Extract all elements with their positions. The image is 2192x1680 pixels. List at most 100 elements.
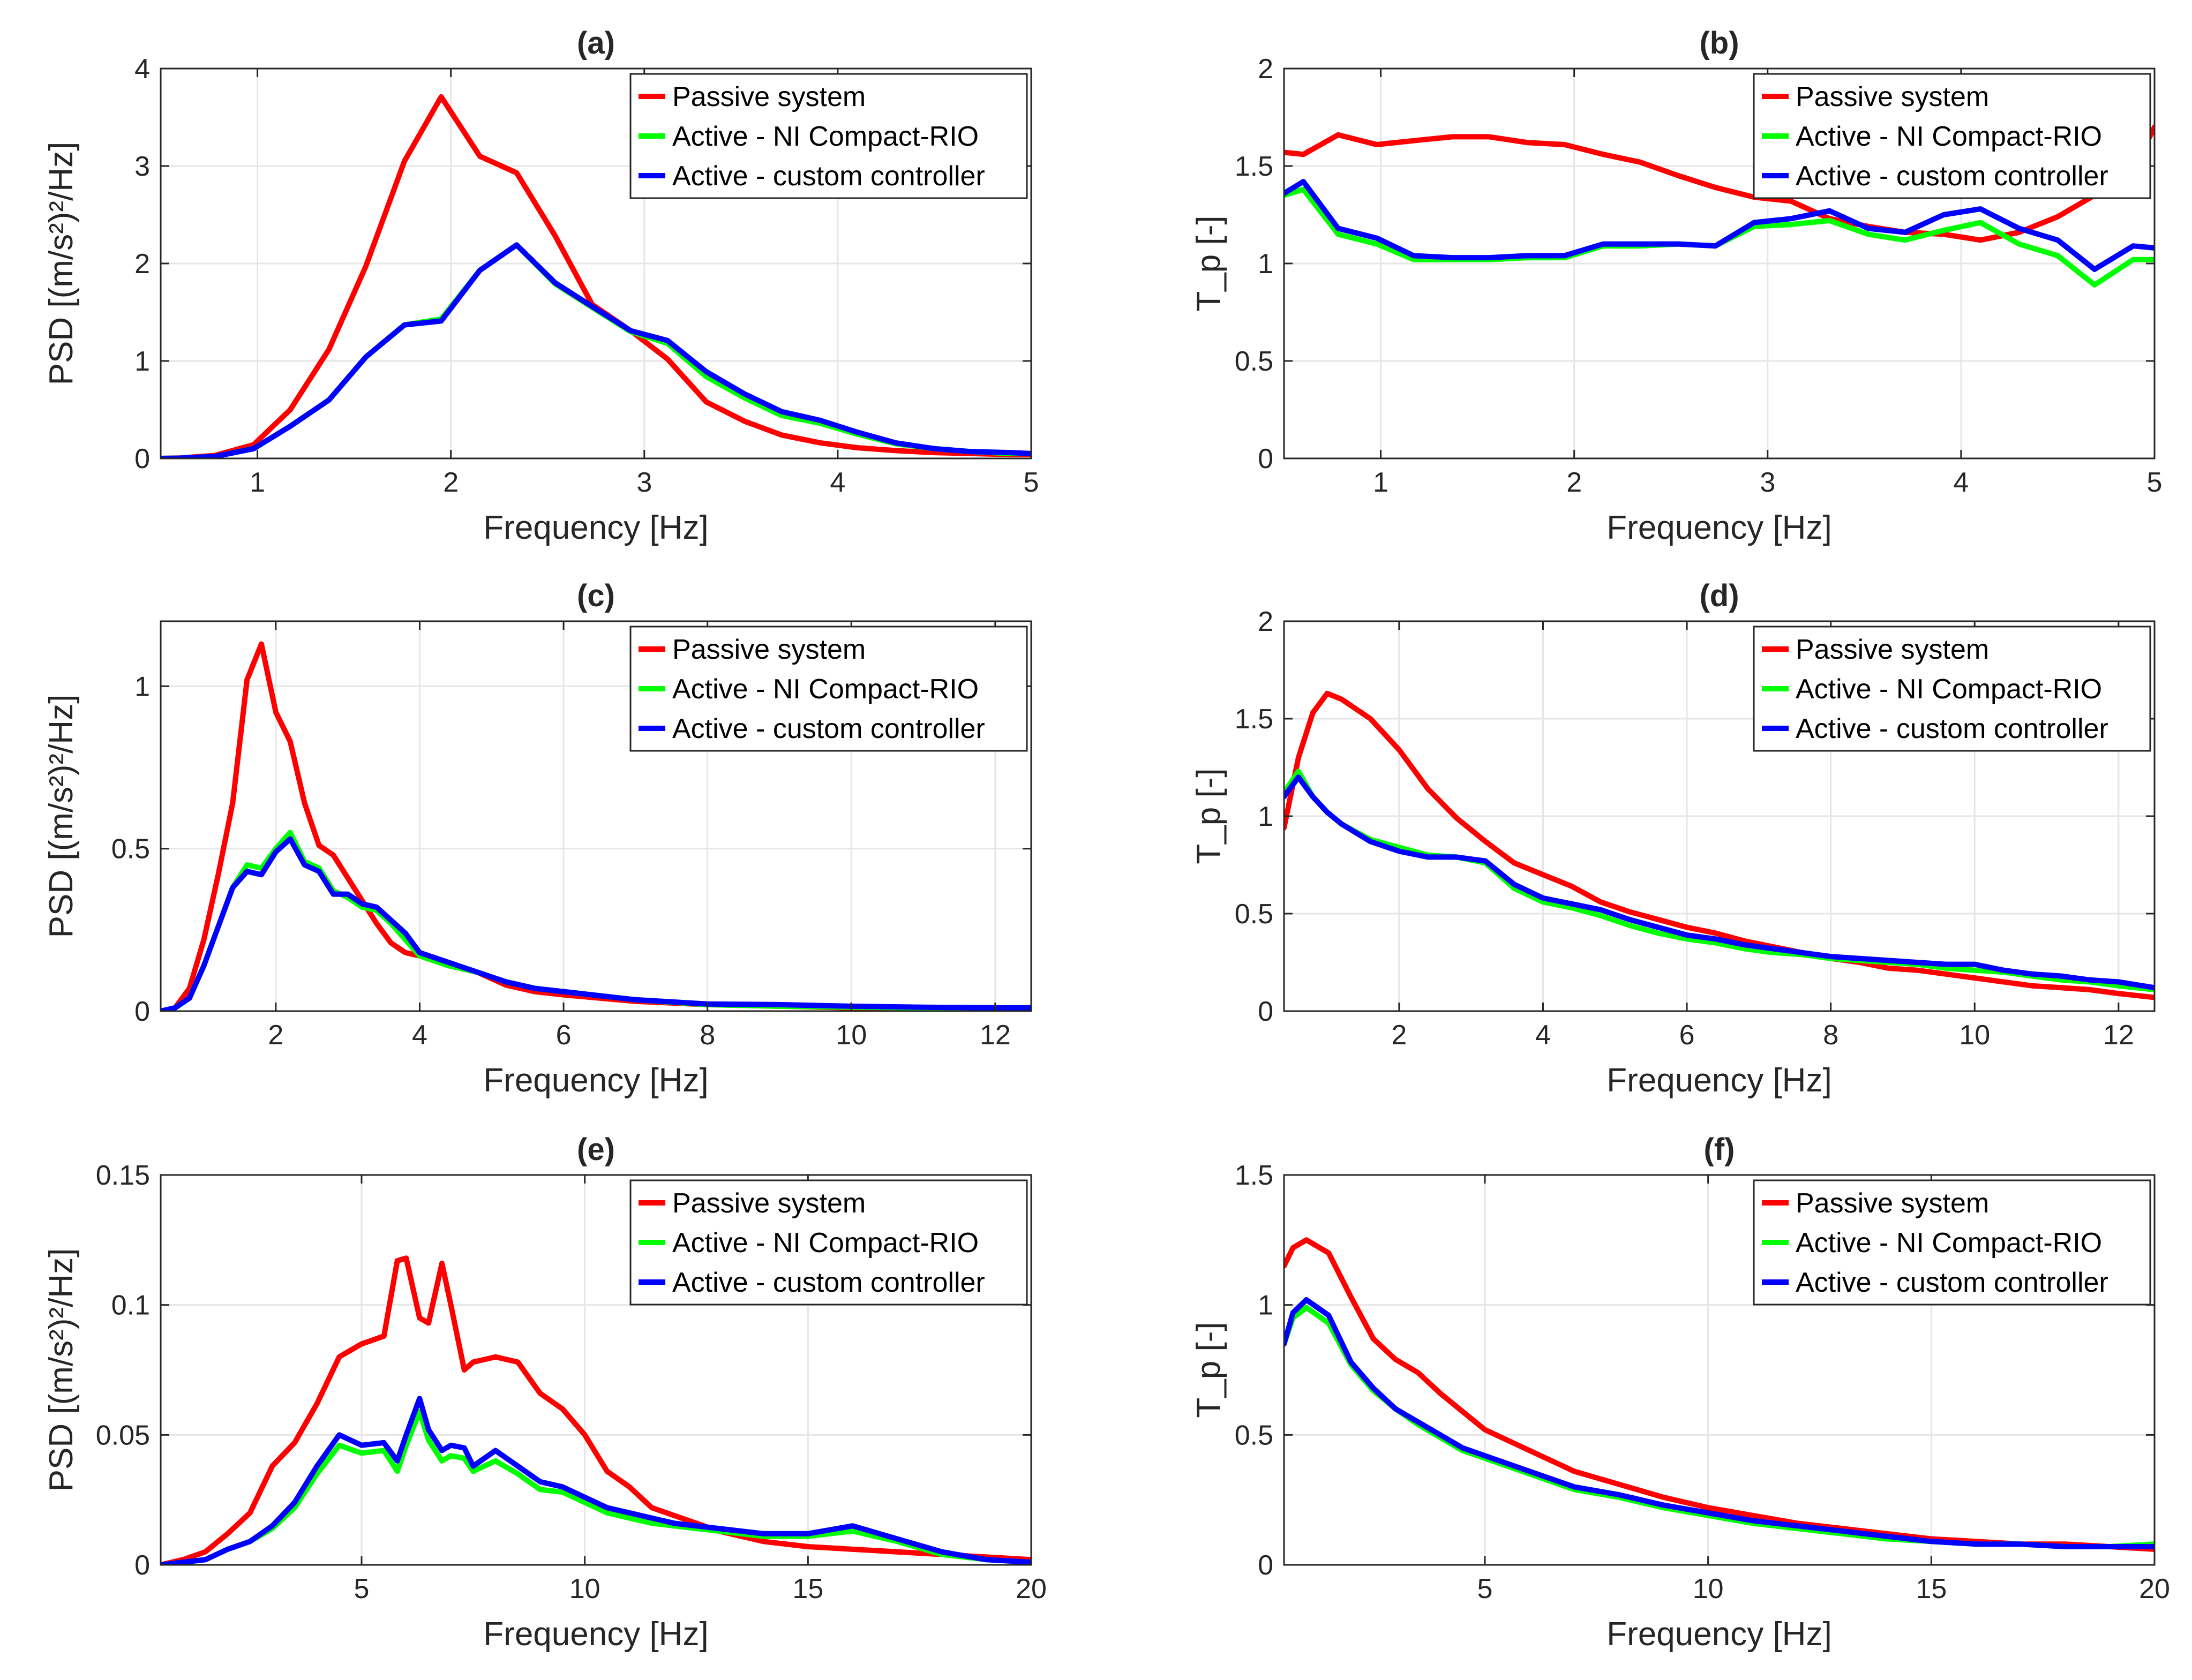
- legend-label: Active - NI Compact-RIO: [1796, 674, 2102, 705]
- legend-label: Passive system: [1796, 1188, 1989, 1219]
- x-axis-label: Frequency [Hz]: [483, 1616, 708, 1653]
- x-tick-label: 1: [1373, 467, 1388, 498]
- series-line-custom: [1284, 179, 2155, 272]
- legend: Passive system Active - NI Compact-RIO Act…: [1753, 1179, 2151, 1306]
- chart-title: (e): [577, 1132, 615, 1167]
- y-axis-label: T_p [-]: [1190, 215, 1227, 311]
- series-group: [1284, 690, 2155, 1000]
- legend-box: [629, 626, 1028, 752]
- x-tick-label: 15: [792, 1573, 823, 1604]
- y-tick-label: 0: [1258, 443, 1273, 474]
- x-tick-label: 8: [1823, 1020, 1838, 1051]
- legend: Passive system Active - NI Compact-RIO Act…: [629, 1179, 1028, 1306]
- chart-panel-f: 5 10 15 20 0 0.5 1 1.5 (f) Frequency [Hz] T_p [-] P…: [1190, 1132, 2170, 1653]
- y-tick-label: 1: [134, 671, 150, 702]
- x-axis-label: Frequency [Hz]: [483, 1062, 708, 1099]
- chart-title: (f): [1704, 1132, 1735, 1167]
- y-tick-label: 0.1: [111, 1290, 150, 1321]
- legend-label: Active - custom controller: [1796, 161, 2108, 192]
- legend-label: Active - custom controller: [1796, 1267, 2108, 1298]
- x-tick-label: 4: [412, 1020, 427, 1051]
- legend-label: Active - custom controller: [672, 161, 985, 192]
- legend-label: Active - custom controller: [672, 1267, 985, 1298]
- x-tick-label: 10: [1959, 1020, 1990, 1051]
- legend-label: Active - NI Compact-RIO: [672, 674, 979, 705]
- x-tick-label: 2: [268, 1020, 283, 1051]
- legend-label: Active - NI Compact-RIO: [672, 121, 979, 152]
- x-tick-label: 2: [1566, 467, 1582, 498]
- series-line-passive: [1284, 124, 2155, 243]
- legend-label: Passive system: [672, 634, 866, 665]
- y-tick-label: 1.5: [1235, 704, 1273, 735]
- x-tick-label: 5: [2147, 467, 2163, 498]
- y-tick-label: 1.5: [1235, 1160, 1273, 1191]
- chart-panel-b: 1 2 3 4 5 0 0.5 1 1.5 2 (b) Frequency [Hz] T_p [-] Pa…: [1190, 26, 2162, 546]
- series-group: [1284, 124, 2155, 288]
- legend-box: [1753, 73, 2151, 199]
- series-group: [161, 94, 1031, 458]
- legend-box: [629, 73, 1028, 199]
- x-tick-label: 4: [1953, 467, 1969, 498]
- y-axis-label: PSD [(m/s²)²/Hz]: [43, 1248, 80, 1492]
- y-axis-label: PSD [(m/s²)²/Hz]: [43, 695, 80, 938]
- y-tick-label: 0: [1258, 1550, 1273, 1581]
- y-tick-label: 3: [134, 151, 150, 182]
- x-tick-label: 2: [1391, 1020, 1407, 1051]
- x-tick-label: 3: [636, 467, 652, 498]
- y-tick-label: 1: [1258, 801, 1273, 832]
- legend: Passive system Active - NI Compact-RIO Act…: [629, 73, 1028, 199]
- chart-title: (a): [577, 26, 615, 61]
- legend: Passive system Active - NI Compact-RIO Act…: [629, 626, 1028, 752]
- x-tick-label: 4: [1535, 1020, 1551, 1051]
- legend-label: Active - NI Compact-RIO: [672, 1227, 979, 1259]
- legend: Passive system Active - NI Compact-RIO Act…: [1753, 73, 2151, 199]
- x-tick-label: 6: [556, 1020, 572, 1051]
- legend-label: Active - NI Compact-RIO: [1796, 121, 2102, 152]
- y-tick-label: 0: [134, 1550, 150, 1581]
- legend-label: Passive system: [672, 81, 866, 112]
- legend-label: Active - custom controller: [1796, 713, 2108, 744]
- y-tick-label: 1: [1258, 248, 1273, 280]
- x-tick-label: 10: [569, 1573, 600, 1604]
- x-tick-label: 10: [836, 1020, 867, 1051]
- y-tick-label: 2: [134, 248, 150, 280]
- y-tick-label: 0.5: [111, 834, 150, 865]
- legend-label: Passive system: [1796, 81, 1989, 112]
- y-tick-label: 1: [134, 346, 150, 377]
- y-tick-label: 0.5: [1235, 899, 1273, 930]
- x-tick-label: 3: [1760, 467, 1775, 498]
- legend-label: Passive system: [672, 1188, 866, 1219]
- x-tick-label: 8: [700, 1020, 715, 1051]
- y-tick-label: 0: [134, 443, 150, 474]
- y-tick-label: 2: [1258, 606, 1273, 637]
- chart-title: (c): [577, 578, 615, 613]
- y-tick-label: 0.15: [96, 1160, 150, 1191]
- y-axis-label: PSD [(m/s²)²/Hz]: [43, 142, 80, 386]
- y-tick-label: 1: [1258, 1290, 1273, 1321]
- chart-title: (d): [1699, 578, 1739, 613]
- y-tick-label: 0.05: [96, 1420, 150, 1451]
- series-group: [1284, 1237, 2155, 1552]
- axes-frame: [160, 1174, 1032, 1566]
- y-axis-label: T_p [-]: [1190, 768, 1227, 864]
- series-line-custom: [1284, 774, 2155, 991]
- x-tick-label: 5: [1024, 467, 1039, 498]
- legend-label: Active - NI Compact-RIO: [1796, 1227, 2102, 1259]
- y-axis-label: T_p [-]: [1190, 1322, 1227, 1418]
- x-tick-label: 5: [354, 1573, 370, 1604]
- x-tick-label: 20: [2139, 1573, 2170, 1604]
- chart-panel-c: 2 4 6 8 10 12 0 0.5 1 (c) Frequency [Hz] PSD [(m/s²…: [43, 578, 1032, 1099]
- legend-label: Passive system: [1796, 634, 1989, 665]
- x-axis-label: Frequency [Hz]: [1607, 509, 1831, 546]
- x-tick-label: 15: [1916, 1573, 1947, 1604]
- legend: Passive system Active - NI Compact-RIO Act…: [1753, 626, 2151, 752]
- x-tick-label: 10: [1693, 1573, 1724, 1604]
- chart-title: (b): [1699, 26, 1739, 61]
- axes-frame: [160, 620, 1032, 1012]
- y-tick-label: 0.5: [1235, 346, 1273, 377]
- x-tick-label: 6: [1679, 1020, 1695, 1051]
- legend-box: [629, 1179, 1028, 1306]
- axes-frame: [1283, 1174, 2156, 1566]
- y-tick-label: 1.5: [1235, 151, 1273, 182]
